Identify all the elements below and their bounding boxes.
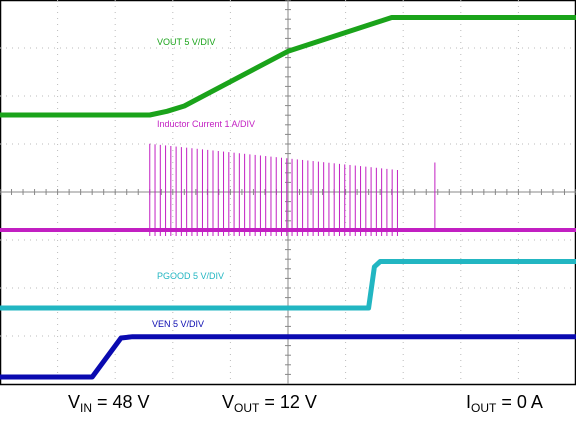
- scope-traces: [0, 15, 576, 380]
- trace-0: [0, 15, 576, 118]
- trace-label-3: VEN 5 V/DIV: [152, 319, 204, 329]
- trace-label-2: PGOOD 5 V/DIV: [157, 271, 224, 281]
- caption-vout: VOUT = 12 V: [222, 392, 317, 415]
- trace-label-0: VOUT 5 V/DIV: [157, 37, 215, 47]
- caption-vin: VIN = 48 V: [68, 392, 150, 415]
- trace-3: [0, 334, 576, 380]
- trace-label-1: Inductor Current 1 A/DIV: [157, 119, 255, 129]
- trace-labels: VOUT 5 V/DIV Inductor Current 1 A/DIV PGOO…: [152, 37, 255, 329]
- trace-2: [0, 259, 576, 311]
- caption-iout: IOUT = 0 A: [466, 392, 543, 415]
